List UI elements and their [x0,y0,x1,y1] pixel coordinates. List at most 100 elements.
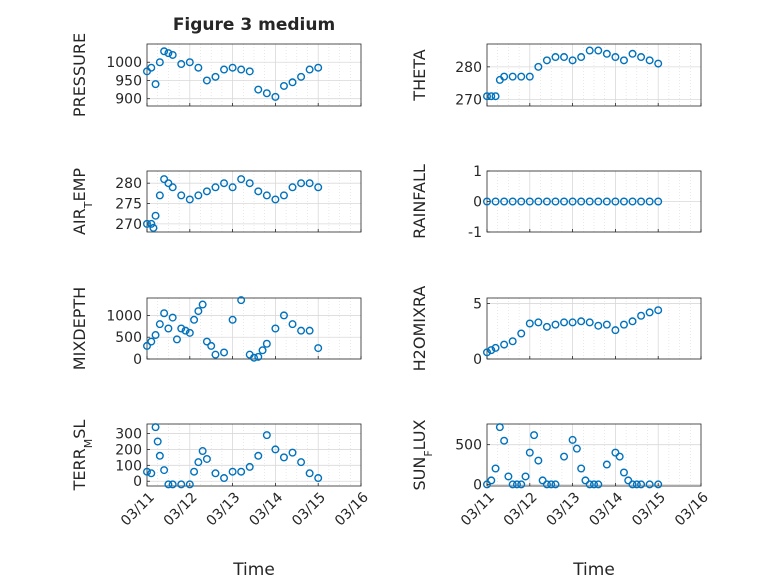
data-point [615,452,624,461]
data-point [147,63,156,72]
data-point [551,53,560,62]
data-point [611,448,620,457]
data-point [551,197,560,206]
data-point [585,480,594,489]
data-point [495,423,504,432]
y-tick-label: 300 [115,427,142,443]
data-point [619,197,628,206]
data-point [177,191,186,200]
x-axis-label-right: Time [572,560,615,580]
data-point [155,320,164,329]
data-point [147,219,156,228]
data-point [177,480,186,489]
y-tick-label: 0 [133,352,142,368]
data-point [211,183,220,192]
data-point [508,480,517,489]
x-tick-label: 03/14 [246,489,286,529]
data-point [254,85,263,94]
data-point [185,480,194,489]
data-point [262,89,271,98]
data-point [551,320,560,329]
data-point [624,476,633,485]
data-point [151,211,160,220]
data-point [594,46,603,55]
data-point [542,197,551,206]
data-point [211,469,220,478]
data-point [181,326,190,335]
data-point [534,197,543,206]
y-axis-label: TERRMSL [70,420,95,492]
x-tick-label: 03/13 [544,490,584,530]
data-point [637,480,646,489]
data-point [237,175,246,184]
data-point [542,480,551,489]
x-tick-label: 03/11 [458,490,498,530]
data-point [568,318,577,327]
y-tick-label: 500 [115,330,142,346]
data-point [585,197,594,206]
data-point [147,337,156,346]
data-point [177,60,186,69]
data-point [279,81,288,90]
data-point [271,195,280,204]
data-point [521,472,530,481]
data-point [645,480,654,489]
data-point [297,72,306,81]
data-point [220,348,229,357]
x-axis-label-left: Time [232,560,275,580]
data-point [512,480,521,489]
data-point [194,191,203,200]
data-point [491,464,500,473]
data-point [194,307,203,316]
data-point [508,337,517,346]
axes-box [146,170,362,233]
data-point [245,179,254,188]
data-point [645,56,654,65]
axes-box [486,297,702,360]
data-point [637,197,646,206]
data-point [305,179,314,188]
data-point [534,456,543,465]
data-point [525,319,534,328]
data-point [483,197,492,206]
data-point [211,72,220,81]
y-axis-label: AIRTEMP [70,168,95,235]
data-point [168,183,177,192]
data-point [271,324,280,333]
y-tick-label: 200 [115,442,142,458]
y-tick-label: 270 [115,217,142,233]
data-point [654,306,663,315]
data-point [207,341,216,350]
data-point [517,197,526,206]
data-point [142,467,151,476]
data-point [190,467,199,476]
x-tick-label: 03/13 [204,490,244,530]
data-point [534,318,543,327]
data-point [483,348,492,357]
data-point [547,480,556,489]
data-point [491,92,500,101]
x-tick-label: 03/16 [332,489,372,529]
data-point [577,317,586,326]
y-axis-label: H2OMIXRA [410,286,429,372]
data-point [525,448,534,457]
data-point [542,56,551,65]
data-point [185,195,194,204]
data-point [194,63,203,72]
data-point [530,431,539,440]
data-point [628,480,637,489]
subplot-theta: 270 280 THETA [410,43,702,108]
data-point [155,58,164,67]
data-point [504,472,513,481]
data-point [202,454,211,463]
data-point [602,197,611,206]
data-point [487,92,496,101]
data-point [517,72,526,81]
data-point [517,329,526,338]
data-point [602,460,611,469]
data-point [568,56,577,65]
x-tick-label: 03/15 [629,490,669,530]
data-point [190,315,199,324]
